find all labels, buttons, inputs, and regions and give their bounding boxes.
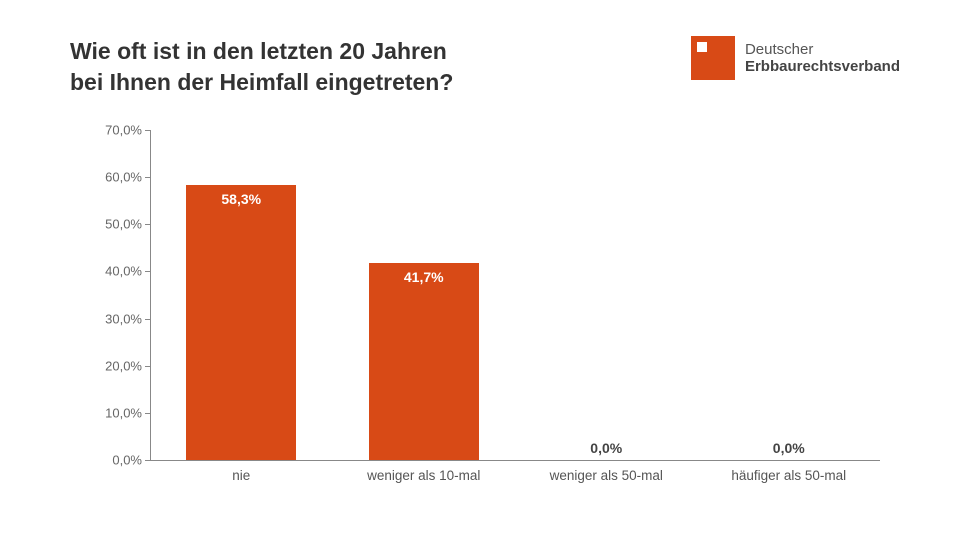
brand-line-1: Deutscher — [745, 41, 900, 58]
brand-text: Deutscher Erbbaurechtsverband — [745, 41, 900, 76]
y-tick-label: 50,0% — [90, 217, 142, 232]
bar: 41,7% — [369, 263, 479, 460]
x-axis-label: nie — [150, 468, 333, 483]
bar-slot: 0,0% — [698, 130, 881, 460]
bar-value-label: 41,7% — [404, 269, 444, 285]
brand-logo: Deutscher Erbbaurechtsverband — [691, 36, 900, 80]
bar-slot: 0,0% — [515, 130, 698, 460]
y-tick-label: 0,0% — [90, 453, 142, 468]
bar-chart: 0,0%10,0%20,0%30,0%40,0%50,0%60,0%70,0% … — [90, 130, 890, 500]
chart-title: Wie oft ist in den letzten 20 Jahren bei… — [70, 36, 453, 98]
page: Wie oft ist in den letzten 20 Jahren bei… — [0, 0, 960, 540]
x-axis-labels: nieweniger als 10-malweniger als 50-malh… — [150, 468, 880, 483]
x-axis-line — [150, 460, 880, 461]
y-tick-label: 10,0% — [90, 405, 142, 420]
x-axis-label: weniger als 50-mal — [515, 468, 698, 483]
y-tick-label: 20,0% — [90, 358, 142, 373]
bar-slot: 41,7% — [333, 130, 516, 460]
y-tick-mark — [145, 460, 150, 461]
y-tick-label: 40,0% — [90, 264, 142, 279]
brand-line-2: Erbbaurechtsverband — [745, 58, 900, 75]
plot-area: 58,3% 41,7% 0,0% 0,0% — [150, 130, 880, 460]
bar-value-label: 0,0% — [590, 440, 622, 456]
y-tick-label: 60,0% — [90, 170, 142, 185]
bars-container: 58,3% 41,7% 0,0% 0,0% — [150, 130, 880, 460]
y-tick-label: 30,0% — [90, 311, 142, 326]
x-axis-label: häufiger als 50-mal — [698, 468, 881, 483]
bar-value-label: 58,3% — [221, 191, 261, 207]
brand-mark-icon — [691, 36, 735, 80]
bar-value-label: 0,0% — [773, 440, 805, 456]
title-line-2: bei Ihnen der Heimfall eingetreten? — [70, 67, 453, 98]
title-line-1: Wie oft ist in den letzten 20 Jahren — [70, 36, 453, 67]
y-tick-label: 70,0% — [90, 123, 142, 138]
bar-slot: 58,3% — [150, 130, 333, 460]
y-axis: 0,0%10,0%20,0%30,0%40,0%50,0%60,0%70,0% — [90, 130, 150, 460]
bar: 58,3% — [186, 185, 296, 460]
x-axis-label: weniger als 10-mal — [333, 468, 516, 483]
header: Wie oft ist in den letzten 20 Jahren bei… — [70, 36, 900, 98]
